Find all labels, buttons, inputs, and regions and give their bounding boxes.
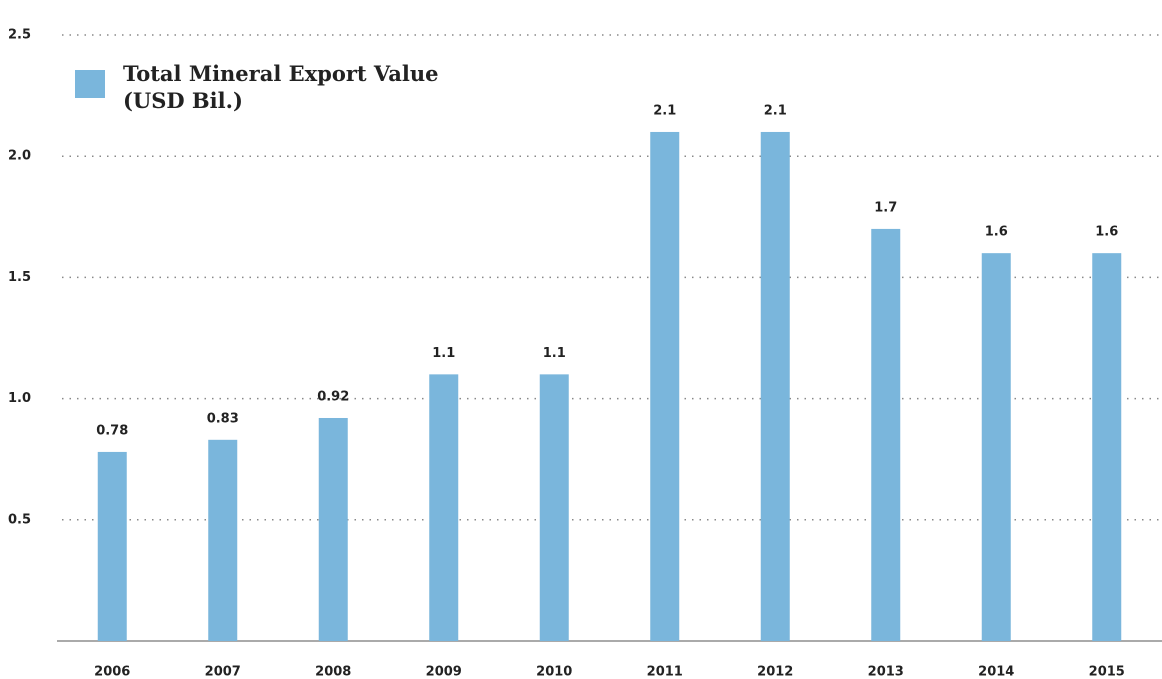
x-tick-label: 2011 xyxy=(647,665,683,679)
y-tick-label: 1.0 xyxy=(8,391,31,406)
bar xyxy=(1092,253,1122,641)
x-tick-label: 2013 xyxy=(868,665,904,679)
x-tick-label: 2007 xyxy=(205,665,241,679)
data-label: 1.7 xyxy=(874,200,897,215)
data-label: 1.6 xyxy=(1095,225,1118,240)
legend-label: Total Mineral Export Value (USD Bil.) xyxy=(123,61,439,113)
x-tick-label: 2014 xyxy=(978,665,1014,679)
bar xyxy=(97,451,127,641)
y-tick-label: 1.5 xyxy=(8,270,31,285)
legend: Total Mineral Export Value (USD Bil.) xyxy=(75,60,453,114)
bar xyxy=(208,439,238,641)
data-label: 0.78 xyxy=(96,423,128,438)
data-label: 1.6 xyxy=(985,225,1008,240)
data-label: 0.83 xyxy=(207,411,239,426)
x-tick-label: 2015 xyxy=(1089,665,1125,679)
x-tick-label: 2006 xyxy=(94,665,130,679)
bar xyxy=(539,374,569,641)
y-tick-label: 2.0 xyxy=(8,149,31,164)
bar xyxy=(429,374,459,641)
bar xyxy=(318,417,348,641)
data-label: 1.1 xyxy=(543,346,566,361)
legend-swatch xyxy=(75,70,105,98)
bar xyxy=(650,131,680,641)
bar xyxy=(871,228,901,642)
x-tick-label: 2012 xyxy=(757,665,793,679)
y-tick-label: 0.5 xyxy=(8,512,31,527)
y-tick-label: 2.5 xyxy=(8,28,31,43)
bar xyxy=(981,253,1011,641)
data-label: 2.1 xyxy=(653,103,676,118)
x-tick-label: 2008 xyxy=(315,665,351,679)
data-label: 0.92 xyxy=(317,389,349,404)
data-label: 1.1 xyxy=(432,346,455,361)
x-tick-label: 2009 xyxy=(426,665,462,679)
bar xyxy=(760,131,790,641)
x-tick-label: 2010 xyxy=(536,665,572,679)
data-label: 2.1 xyxy=(764,103,787,118)
